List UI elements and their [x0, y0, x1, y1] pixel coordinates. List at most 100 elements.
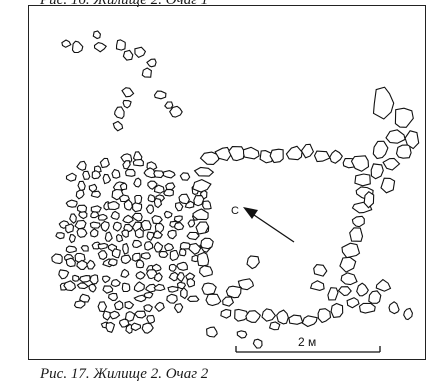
stone: [179, 172, 191, 181]
stone: [330, 302, 344, 318]
stone: [187, 219, 196, 228]
stone: [93, 42, 107, 53]
stone: [133, 294, 147, 303]
stone: [147, 180, 158, 190]
stone: [375, 278, 392, 292]
stone: [186, 231, 200, 241]
stone: [337, 286, 352, 297]
stone: [174, 222, 185, 231]
stone: [151, 263, 162, 272]
stone: [122, 99, 132, 109]
stone: [107, 201, 120, 211]
stone: [385, 129, 406, 144]
stone: [300, 143, 315, 159]
stone: [329, 149, 343, 164]
stone: [102, 285, 114, 294]
stone: [132, 158, 144, 167]
stone: [112, 221, 122, 232]
stone: [403, 307, 413, 321]
stone: [252, 338, 263, 349]
stone: [173, 215, 183, 223]
stone: [89, 221, 101, 229]
stone: [89, 274, 99, 285]
stone: [168, 271, 179, 282]
stone: [245, 310, 261, 323]
stone: [341, 242, 361, 259]
stone: [388, 301, 400, 315]
stone: [97, 301, 108, 313]
stone: [65, 257, 76, 268]
stone: [195, 221, 210, 235]
stone: [146, 58, 157, 68]
stone: [143, 241, 154, 251]
stone: [222, 296, 235, 307]
stone: [65, 172, 77, 182]
stone: [173, 303, 184, 314]
stone: [163, 188, 174, 197]
stone: [91, 241, 101, 250]
stone: [368, 290, 382, 304]
stone: [76, 160, 87, 171]
stone: [120, 268, 130, 278]
stone: [261, 308, 277, 322]
stone: [143, 304, 153, 313]
stone: [99, 157, 110, 169]
stone: [134, 227, 144, 239]
stone: [288, 314, 304, 325]
stone: [101, 275, 111, 284]
stone: [88, 283, 97, 293]
stone: [220, 308, 232, 319]
stone: [193, 166, 215, 177]
stone: [167, 229, 177, 240]
stone: [72, 274, 80, 282]
stone: [143, 291, 154, 299]
stone: [141, 322, 154, 334]
stone: [133, 281, 145, 293]
stone: [76, 282, 90, 290]
stone: [51, 253, 63, 265]
stone: [145, 269, 158, 280]
stone: [153, 272, 163, 283]
stone: [92, 30, 101, 40]
stone: [122, 242, 129, 255]
stone: [89, 228, 99, 238]
stone: [242, 146, 260, 160]
stone: [135, 259, 145, 269]
stone: [121, 282, 131, 293]
stone: [176, 261, 188, 271]
stone: [167, 285, 179, 293]
stone: [75, 189, 85, 200]
stone: [354, 173, 371, 187]
stone: [91, 170, 102, 180]
stone: [140, 252, 152, 260]
stone: [71, 40, 84, 54]
stone: [131, 239, 142, 249]
stone: [69, 213, 77, 224]
stone: [164, 242, 175, 252]
stone: [107, 258, 118, 267]
stone: [123, 199, 133, 211]
stone: [180, 287, 188, 300]
stone: [145, 204, 154, 215]
stone: [97, 213, 108, 221]
stone: [162, 170, 176, 179]
stone: [97, 250, 108, 261]
stone: [164, 101, 174, 109]
stone: [382, 157, 401, 171]
stone: [110, 279, 121, 287]
stone: [76, 228, 88, 238]
stone: [301, 315, 318, 328]
stone: [102, 173, 112, 185]
stone: [174, 201, 184, 212]
stone: [152, 230, 164, 239]
stone: [130, 322, 142, 332]
stone: [151, 214, 163, 225]
previous-figure-caption: Рис. 16. Жилище 2. Очаг 1: [40, 0, 209, 8]
stone: [163, 210, 173, 219]
stone: [65, 223, 75, 234]
stone: [404, 130, 420, 150]
stone: [88, 183, 98, 193]
scale-bar: 2 м: [235, 335, 381, 353]
stone: [340, 272, 358, 286]
